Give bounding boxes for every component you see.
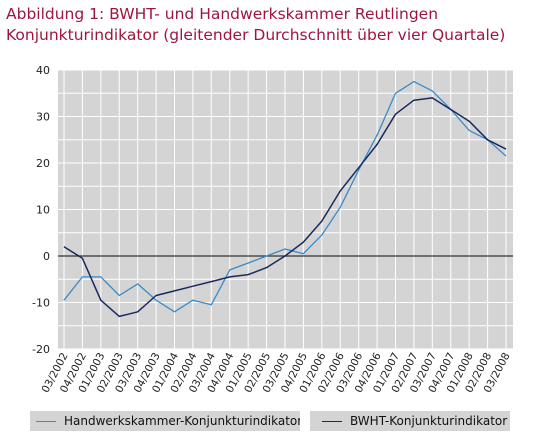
legend-item-hwk: Handwerkskammer-Konjunkturindikator [36, 411, 302, 431]
series-line-bwht [63, 97, 507, 318]
legend-item-bwht: BWHT-Konjunkturindikator [322, 411, 507, 431]
y-tick-label: 0 [43, 250, 50, 263]
chart-title: Abbildung 1: BWHT- und Handwerkskammer R… [6, 4, 534, 46]
y-axis-ticks: -20 -10 0 10 20 30 40 [32, 64, 50, 356]
y-tick-label: -20 [32, 343, 50, 356]
legend-label-bwht: BWHT-Konjunkturindikator [350, 414, 508, 428]
series-lines [63, 80, 507, 318]
chart-title-line-1: Abbildung 1: BWHT- und Handwerkskammer R… [6, 5, 439, 23]
legend-separator [300, 411, 310, 431]
chart-title-line-2: Konjunkturindikator (gleitender Durchsch… [6, 26, 506, 44]
series-line-hwk [63, 80, 507, 313]
x-axis-ticks: 03/200204/200201/200302/200303/200304/20… [40, 350, 513, 394]
y-tick-label: 20 [36, 157, 50, 170]
grid-lines [58, 69, 513, 350]
y-tick-label: 40 [36, 64, 50, 77]
legend-swatch-bwht [322, 420, 342, 422]
y-tick-label: 30 [36, 111, 50, 124]
legend: Handwerkskammer-Konjunkturindikator BWHT… [30, 411, 510, 431]
y-tick-label: 10 [36, 204, 50, 217]
legend-swatch-hwk [36, 420, 56, 422]
legend-label-hwk: Handwerkskammer-Konjunkturindikator [64, 414, 303, 428]
y-tick-label: -10 [32, 297, 50, 310]
